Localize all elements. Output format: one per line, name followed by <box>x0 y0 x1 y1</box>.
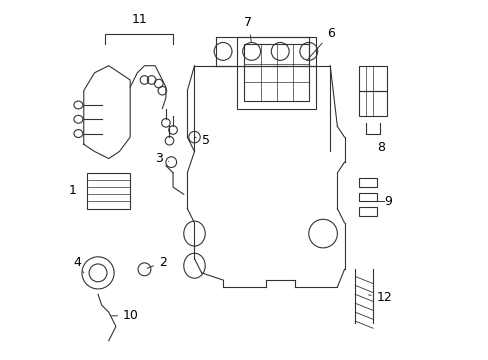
Bar <box>358 91 386 116</box>
Text: 3: 3 <box>155 152 168 165</box>
Text: 10: 10 <box>111 309 139 322</box>
Text: 1: 1 <box>69 184 77 197</box>
Text: 2: 2 <box>147 256 166 269</box>
Text: 9: 9 <box>383 195 391 208</box>
Text: 8: 8 <box>376 141 384 154</box>
Text: 6: 6 <box>306 27 334 60</box>
Bar <box>358 66 386 91</box>
Text: 11: 11 <box>131 13 147 26</box>
Bar <box>244 44 308 102</box>
Text: 4: 4 <box>73 256 83 273</box>
Text: 12: 12 <box>368 292 391 305</box>
Bar <box>237 37 315 109</box>
Bar <box>87 173 130 208</box>
Bar <box>358 207 376 216</box>
Bar <box>358 178 376 187</box>
Bar <box>358 193 376 202</box>
Text: 5: 5 <box>194 134 209 147</box>
Text: 7: 7 <box>244 17 252 41</box>
